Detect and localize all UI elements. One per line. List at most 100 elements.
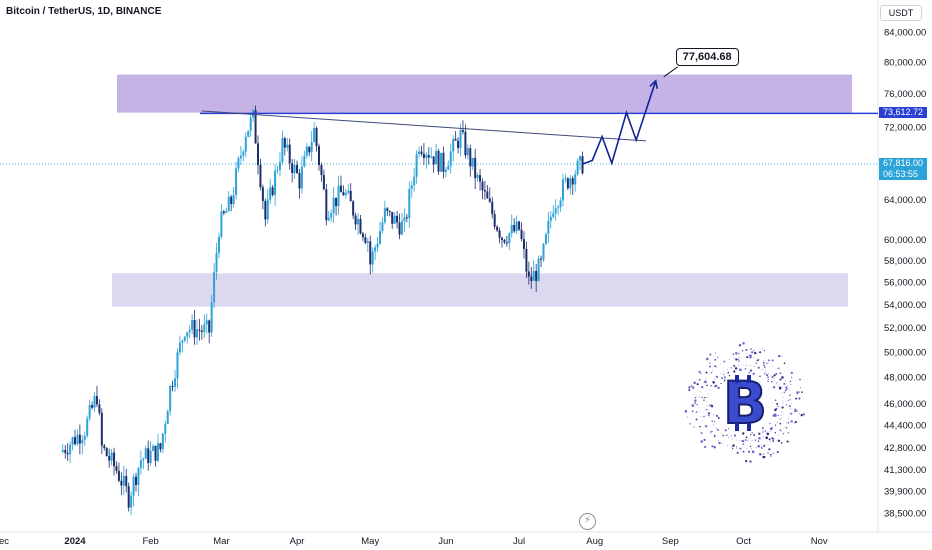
candle-body (569, 178, 572, 189)
candle-body (137, 468, 140, 485)
time-axis-label: Apr (290, 536, 305, 547)
logo-dot (703, 415, 705, 418)
logo-dot (777, 439, 781, 442)
candle-body (83, 436, 86, 440)
time-axis-label: Sep (662, 536, 679, 547)
logo-dot (736, 446, 738, 448)
logo-dot (783, 362, 786, 365)
logo-dot (717, 416, 720, 419)
logo-dot (799, 378, 801, 381)
logo-dot (766, 432, 770, 436)
logo-dot (780, 355, 782, 357)
time-axis[interactable]: ec 2024 Feb Mar Apr May Jun Jul Aug Sep Oct Nov (0, 536, 828, 547)
candle-body (510, 224, 513, 234)
currency-selector[interactable]: USDT (880, 5, 922, 21)
logo-dot (738, 360, 740, 362)
candle-body (459, 130, 462, 148)
candle-body (339, 185, 342, 193)
tradingview-icon[interactable]: ⚡ (579, 513, 596, 530)
candle-body (386, 208, 389, 211)
projection-path[interactable] (582, 80, 657, 166)
candle-body (69, 444, 72, 455)
time-axis-label: Aug (586, 536, 603, 547)
candle-body (388, 210, 391, 212)
candle-body (271, 187, 274, 196)
time-axis-label: ec (0, 536, 9, 547)
price-axis[interactable]: 84,000.00 80,000.00 76,000.00 72,000.00 64,0… (884, 28, 926, 520)
candle-body (530, 276, 533, 281)
candle-body (130, 495, 133, 508)
candle-body (427, 154, 430, 158)
candle-body (552, 213, 555, 217)
candle-body (296, 164, 299, 173)
price-axis-label: 60,000.00 (884, 235, 926, 246)
candle-body (210, 302, 213, 333)
logo-dot (717, 386, 720, 390)
candle-body (491, 201, 494, 215)
logo-dot (793, 422, 795, 424)
candle-body (413, 176, 416, 186)
candle-body (452, 138, 455, 152)
logo-dot (749, 460, 752, 463)
logo-dot (710, 431, 712, 433)
candle-body (359, 218, 362, 234)
logo-dot (779, 422, 782, 425)
resistance-zone[interactable] (117, 74, 852, 113)
candle-body (235, 168, 238, 196)
candle-body (376, 243, 379, 248)
svg-text:B: B (723, 369, 767, 437)
logo-dot (704, 396, 706, 399)
logo-dot (688, 386, 691, 389)
candle-body (322, 175, 325, 190)
logo-dot (789, 399, 791, 401)
logo-dot (768, 448, 771, 451)
candle-body (420, 151, 423, 154)
logo-dot (715, 352, 717, 354)
logo-dot (711, 420, 714, 423)
candle-body (544, 234, 547, 244)
candle-body (515, 221, 518, 232)
logo-dot (705, 371, 708, 374)
candle-body (288, 144, 291, 164)
candle-body (342, 192, 345, 196)
logo-dot (705, 409, 707, 411)
candle-body (196, 329, 198, 338)
candle-body (425, 154, 428, 159)
logo-dot (780, 418, 782, 420)
logo-dot (750, 433, 752, 436)
logo-dot (686, 416, 688, 418)
logo-dot (766, 374, 768, 376)
logo-dot (733, 370, 736, 373)
candle-body (159, 443, 162, 450)
logo-dot (784, 389, 787, 392)
price-axis-label: 48,000.00 (884, 373, 926, 384)
logo-dot (745, 439, 747, 441)
logo-dot (721, 377, 724, 380)
candle-body (520, 229, 523, 240)
support-zone[interactable] (112, 273, 848, 307)
logo-dot (757, 445, 760, 448)
candle-body (166, 411, 169, 425)
logo-dot (732, 353, 735, 356)
candle-body (186, 332, 189, 337)
candle-body (95, 396, 98, 405)
logo-dot (773, 374, 776, 377)
logo-dot (785, 386, 788, 389)
candle-body (66, 452, 69, 455)
candle-body (193, 320, 196, 338)
target-price-callout[interactable]: 77,604.68 (675, 47, 739, 66)
logo-dot (711, 430, 713, 433)
logo-dot (772, 452, 775, 454)
candle-body (154, 445, 157, 461)
descending-trendline[interactable] (201, 110, 646, 142)
logo-dot (783, 382, 786, 385)
candle-body (213, 271, 216, 303)
logo-dot (757, 440, 760, 442)
logo-dot (732, 447, 734, 450)
candle-body (217, 236, 220, 253)
logo-dot (737, 358, 739, 361)
candle-body (110, 452, 113, 461)
logo-dot (759, 351, 762, 354)
logo-dot (748, 354, 751, 357)
